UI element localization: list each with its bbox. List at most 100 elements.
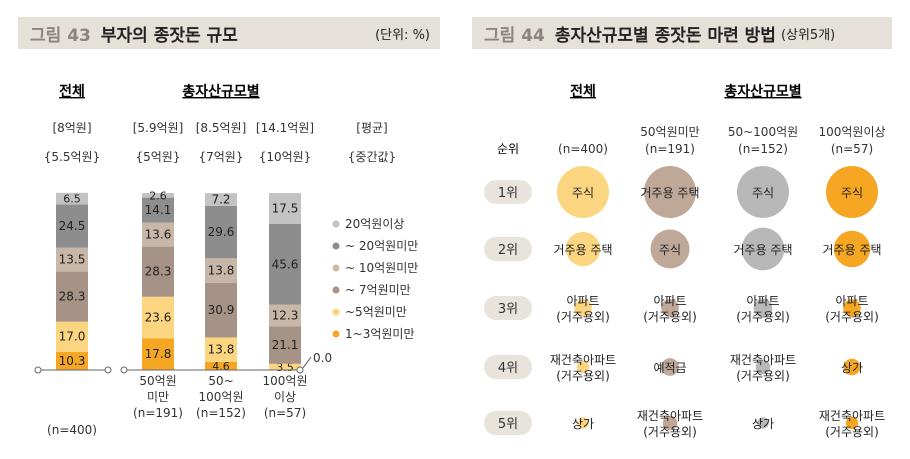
bar-value-label: 21.1 xyxy=(272,338,299,352)
bar-segment xyxy=(56,192,88,205)
mean-header-label: [평균] xyxy=(356,121,387,135)
bubble xyxy=(833,230,871,268)
bubble-label: 아파트 xyxy=(835,294,868,308)
median-header-label: {5억원} xyxy=(136,150,181,164)
bar-segment xyxy=(142,246,174,297)
column-header: (n=57) xyxy=(831,142,873,156)
rank-pill xyxy=(484,237,532,261)
column-header: (n=191) xyxy=(645,142,695,156)
rank-pill xyxy=(484,355,532,379)
bar-segment xyxy=(205,258,237,283)
bar-value-label: 6.5 xyxy=(63,193,81,206)
bubble xyxy=(757,417,769,429)
baseline-end-marker xyxy=(104,366,112,374)
category-label: 100억원 xyxy=(199,390,244,404)
bubble-label: 주식 xyxy=(572,186,594,200)
bar-value-label: 10.3 xyxy=(59,354,86,368)
bar-value-label: 24.5 xyxy=(59,219,86,233)
bar-segment xyxy=(205,193,237,206)
bar-value-label: 13.5 xyxy=(59,253,86,267)
category-label: 50~ xyxy=(208,374,233,388)
column-header: (n=400) xyxy=(558,142,608,156)
bar-value-label: 2.6 xyxy=(149,189,167,202)
bubble-label: 거주용 주택 xyxy=(733,243,792,257)
bar-segment xyxy=(142,296,174,339)
bar-value-label: 45.6 xyxy=(272,257,299,271)
bubble-label: 상가 xyxy=(572,417,594,431)
legend-marker xyxy=(332,286,340,294)
bubble xyxy=(650,229,690,269)
figure43-header: 그림 43 부자의 종잣돈 규모 (단위: %) xyxy=(18,17,440,49)
bar-segment xyxy=(142,193,174,198)
bubble xyxy=(577,417,589,429)
category-label: (n=57) xyxy=(264,406,306,420)
bubble-label: (거주용외) xyxy=(643,425,697,439)
bubble xyxy=(755,359,771,375)
legend-label: ~ 10억원미만 xyxy=(345,261,418,275)
legend-label: 1~3억원미만 xyxy=(345,327,415,341)
bubble xyxy=(662,415,678,431)
figure43-number: 그림 43 xyxy=(30,25,91,46)
median-header-label: {중간값} xyxy=(348,150,396,164)
rank-label: 1위 xyxy=(498,186,518,201)
baseline-end-marker xyxy=(34,366,42,374)
fig43-by-asset-label: 총자산규모별 xyxy=(182,83,259,100)
category-label: (n=152) xyxy=(196,406,246,420)
bubble xyxy=(565,231,601,267)
baseline-end-marker xyxy=(120,366,128,374)
bar-value-label: 14.1 xyxy=(145,203,172,217)
bar-segment xyxy=(269,363,301,370)
bar-segment xyxy=(56,351,88,370)
median-header-label: {7억원} xyxy=(199,150,244,164)
rank-pill xyxy=(484,180,532,204)
bubble-label: 거주용 주택 xyxy=(822,243,881,257)
category-label: (n=400) xyxy=(47,423,97,437)
bar-value-label: 13.8 xyxy=(208,264,235,278)
category-label: 50억원 xyxy=(139,374,176,388)
bar-segment xyxy=(269,326,301,364)
bubble-label: 상가 xyxy=(841,361,863,375)
mean-header-label: [8.5억원] xyxy=(196,121,247,135)
fig44-by-asset-label: 총자산규모별 xyxy=(724,83,801,100)
rank-label: 3위 xyxy=(498,302,518,317)
bubble xyxy=(843,358,861,376)
bubble-label: 상가 xyxy=(752,417,774,431)
bubble-label: 재건축아파트 xyxy=(550,353,616,367)
bubble-label: 아파트 xyxy=(746,294,779,308)
bubble xyxy=(644,166,696,218)
zero-value-label: 0.0 xyxy=(313,351,332,365)
bar-segment xyxy=(205,282,237,338)
baseline-end-marker xyxy=(296,366,304,374)
bubble-label: 거주용 주택 xyxy=(553,243,612,257)
bar-segment xyxy=(56,204,88,248)
bar-segment xyxy=(56,321,88,352)
column-header: 100억원이상 xyxy=(818,125,885,139)
bar-segment xyxy=(56,247,88,272)
bar-value-label: 30.9 xyxy=(208,303,235,317)
legend-label: ~ 7억원미만 xyxy=(345,283,411,297)
figure43-title: 부자의 종잣돈 규모 xyxy=(100,25,238,46)
bar-value-label: 7.2 xyxy=(211,193,230,207)
figure44-header: 그림 44 총자산규모별 종잣돈 마련 방법 (상위5개) xyxy=(472,17,892,49)
bubble xyxy=(843,299,861,317)
legend-label: ~5억원미만 xyxy=(345,305,407,319)
category-label: 이상 xyxy=(274,390,296,404)
fig43-total-label: 전체 xyxy=(59,83,85,100)
bar-segment xyxy=(142,222,174,247)
legend-label: 20억원이상 xyxy=(345,217,404,231)
bubble-label: 예적금 xyxy=(653,361,686,375)
legend-marker xyxy=(332,308,340,316)
seed-money-stacked-bar-chart: 전체 총자산규모별 [8억원] [5.9억원] [8.5억원] [14.1억원] [평균… xyxy=(34,83,418,437)
column-header: (n=152) xyxy=(738,142,788,156)
bubble-label: (거주용외) xyxy=(556,369,610,383)
bar-value-label: 17.5 xyxy=(272,201,299,215)
figure43-unit: (단위: %) xyxy=(375,27,430,43)
bar-value-label: 17.8 xyxy=(145,347,172,361)
bubble-label: 주식 xyxy=(752,186,774,200)
mean-header-label: [5.9억원] xyxy=(133,121,184,135)
mean-header-label: [8억원] xyxy=(52,121,91,135)
figure44-number: 그림 44 xyxy=(484,25,545,46)
bar-value-label: 13.6 xyxy=(145,228,172,242)
bar-value-label: 12.3 xyxy=(272,309,299,323)
bubble-label: 거주용 주택 xyxy=(640,186,699,200)
